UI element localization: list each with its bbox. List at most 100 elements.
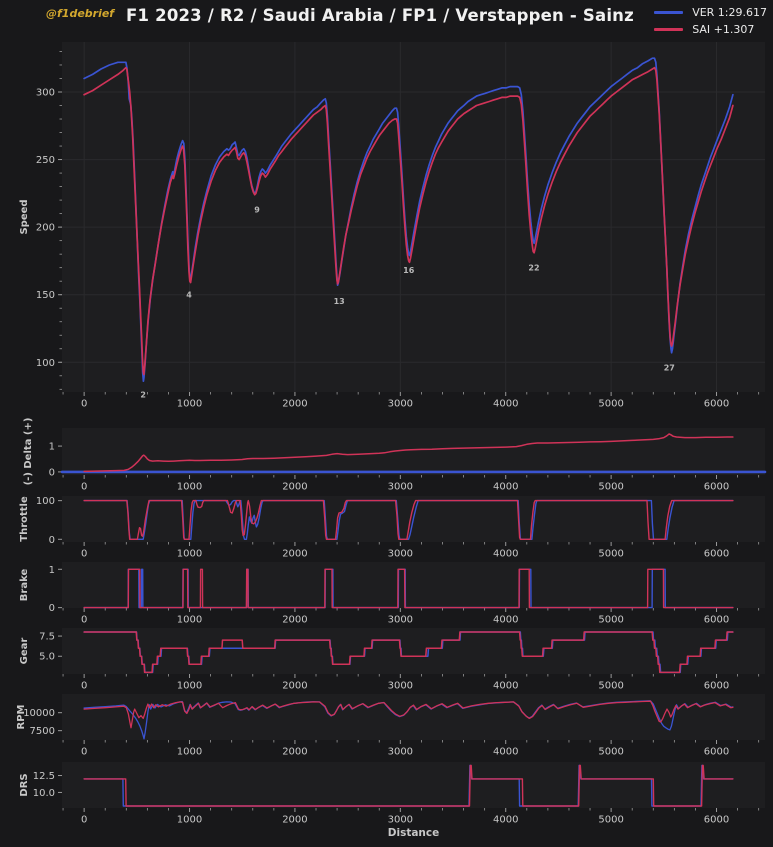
y-tick-label: 0 [49,603,55,614]
x-tick-label: 4000 [493,399,518,410]
x-tick-label: 6000 [704,747,729,758]
x-tick-label: 3000 [388,549,413,560]
legend: VER 1:29.617 SAI +1.307 [654,6,767,36]
corner-label-27: 27 [664,363,675,372]
y-tick-label: 5.0 [39,652,55,663]
plot-background [62,694,765,740]
x-tick-label: 3000 [388,815,413,826]
x-tick-label: 2000 [282,681,307,692]
x-tick-label: 3000 [388,747,413,758]
y-tick-label: 10.0 [33,788,55,799]
plot-background [62,628,765,674]
y-axis-label-throttle: Throttle [19,496,30,542]
y-axis-label-speed: Speed [19,199,30,234]
gear-trace-sai [83,631,734,674]
speed-trace-sai [83,66,734,376]
x-tick-label: 2000 [282,399,307,410]
x-tick-label: 6000 [704,815,729,826]
legend-item-sai: SAI +1.307 [654,23,767,36]
y-tick-label: 7500 [30,726,55,737]
y-axis-label-gear: Gear [19,638,30,665]
panel-delta: 0 1000 2000 3000 4000 5000 6000 0 1 (-) Delta (+) [23,418,767,493]
x-tick-label: 1000 [177,747,202,758]
delta-trace-sai [83,433,734,473]
corner-label-4: 4 [186,290,192,299]
throttle-trace-sai [83,499,734,540]
x-tick-label: 4000 [493,815,518,826]
y-tick-label: 250 [36,155,55,166]
x-tick-label: 2000 [282,747,307,758]
x-axis-label: Distance [388,827,440,839]
panel-brake: 0 1000 2000 3000 4000 5000 6000 0 1 Brake [19,562,765,626]
y-tick-label: 10000 [23,708,55,719]
x-tick-label: 2000 [282,815,307,826]
corner-label-13: 13 [334,297,345,306]
x-tick-label: 4000 [493,549,518,560]
y-tick-label: 100 [36,496,55,507]
y-axis-label-brake: Brake [19,569,30,602]
x-tick-label: 3000 [388,615,413,626]
corner-label-22: 22 [528,263,539,272]
watermark: @f1debrief [46,7,115,20]
x-tick-label: 2000 [282,482,307,493]
x-tick-label: 5000 [598,815,623,826]
y-tick-label: 200 [36,223,55,234]
plot-background [62,762,765,808]
x-tick-label: 0 [81,747,87,758]
panel-gear: 0 1000 2000 3000 4000 5000 6000 5.0 7.5 Gear [19,628,765,692]
y-axis-label-delta: (-) Delta (+) [23,418,34,486]
x-tick-label: 1000 [177,615,202,626]
x-tick-label: 0 [81,615,87,626]
plot-background [62,42,765,392]
plot-background [62,428,765,475]
x-tick-label: 6000 [704,615,729,626]
x-tick-label: 6000 [704,399,729,410]
x-tick-label: 4000 [493,615,518,626]
x-tick-label: 0 [81,482,87,493]
drs-trace-sai [83,764,734,807]
y-tick-label: 12.5 [33,771,55,782]
panel-throttle: 0 1000 2000 3000 4000 5000 6000 0 100 Throttle [19,496,765,560]
x-tick-label: 5000 [598,482,623,493]
y-tick-label: 1 [49,442,55,453]
corner-label-2: 2 [140,390,146,399]
y-tick-label: 100 [36,358,55,369]
x-tick-label: 5000 [598,747,623,758]
legend-item-ver: VER 1:29.617 [654,6,767,19]
x-tick-label: 6000 [704,681,729,692]
corner-label-9: 9 [254,205,260,214]
page-title: F1 2023 / R2 / Saudi Arabia / FP1 / Vers… [126,6,634,25]
x-tick-label: 2000 [282,615,307,626]
x-tick-label: 0 [81,681,87,692]
x-tick-label: 5000 [598,399,623,410]
x-tick-label: 1000 [177,681,202,692]
y-tick-label: 0 [49,535,55,546]
x-tick-label: 3000 [388,681,413,692]
y-axis-label-drs: DRS [19,773,30,796]
y-tick-label: 7.5 [39,632,55,643]
y-tick-label: 0 [49,467,55,478]
legend-label-ver: VER 1:29.617 [692,6,767,19]
x-tick-label: 4000 [493,747,518,758]
y-tick-label: 300 [36,88,55,99]
x-tick-label: 1000 [177,482,202,493]
x-tick-label: 5000 [598,615,623,626]
x-tick-label: 5000 [598,549,623,560]
x-tick-label: 3000 [388,482,413,493]
x-tick-label: 0 [81,399,87,410]
x-tick-label: 0 [81,815,87,826]
x-tick-label: 2000 [282,549,307,560]
ver-line-swatch [654,11,684,14]
x-tick-label: 6000 [704,482,729,493]
x-tick-label: 4000 [493,681,518,692]
brake-trace-sai [83,568,734,609]
panel-speed: 0 1000 2000 3000 4000 5000 6000 100 150 200 250 300… [19,42,765,410]
x-tick-label: 6000 [704,549,729,560]
rpm-trace-sai [83,700,734,729]
x-tick-label: 0 [81,549,87,560]
x-tick-label: 4000 [493,482,518,493]
